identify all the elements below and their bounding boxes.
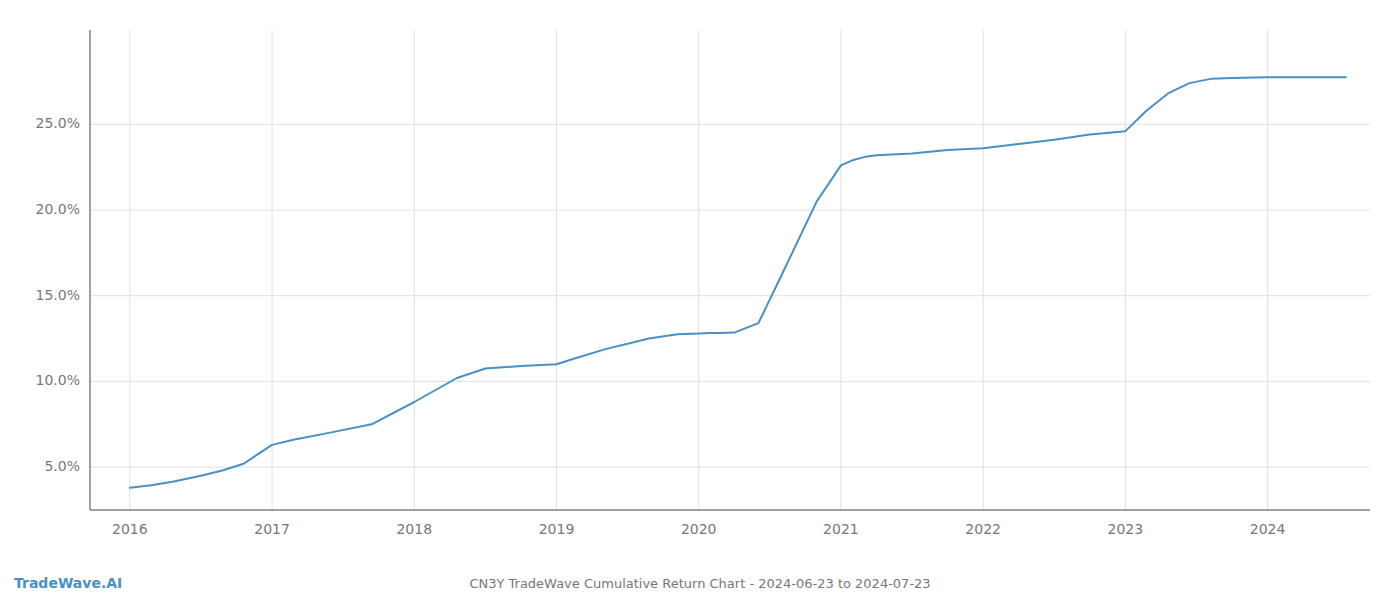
y-tick-label: 10.0%	[36, 372, 80, 388]
x-grid-line	[272, 30, 273, 510]
x-tick-labels: 2016 2017 2018 2019 2020 2021 2022 2023 2024	[112, 521, 1285, 537]
x-grid-line	[1125, 30, 1126, 510]
chart-title: CN3Y TradeWave Cumulative Return Chart -…	[469, 576, 930, 591]
background	[0, 0, 1400, 600]
y-tick-labels: 5.0% 10.0% 15.0% 20.0% 25.0%	[36, 115, 80, 474]
y-tick-label: 20.0%	[36, 201, 80, 217]
y-grid-line	[90, 295, 1370, 296]
y-grid-line	[90, 467, 1370, 468]
y-tick-label: 25.0%	[36, 115, 80, 131]
y-grid-line	[90, 381, 1370, 382]
x-tick-label: 2020	[681, 521, 717, 537]
x-grid-line	[1267, 30, 1268, 510]
grid	[90, 30, 1370, 510]
data-line	[130, 77, 1346, 488]
x-grid-line	[129, 30, 130, 510]
y-tick-label: 5.0%	[44, 458, 80, 474]
x-tick-label: 2024	[1250, 521, 1286, 537]
x-tick-label: 2019	[539, 521, 575, 537]
y-grid-line	[90, 210, 1370, 211]
plot-area	[130, 77, 1346, 488]
x-tick-label: 2016	[112, 521, 148, 537]
x-grid-line	[414, 30, 415, 510]
x-tick-label: 2023	[1108, 521, 1144, 537]
y-grid-line	[90, 124, 1370, 125]
chart-container: 2016 2017 2018 2019 2020 2021 2022 2023 2024 5.0%…	[0, 0, 1400, 600]
x-grid-line	[698, 30, 699, 510]
y-tick-label: 15.0%	[36, 287, 80, 303]
y-axis-line	[90, 30, 91, 510]
x-tick-label: 2017	[254, 521, 290, 537]
x-grid-line	[840, 30, 841, 510]
watermark: TradeWave.AI	[14, 575, 122, 591]
x-grid-line	[556, 30, 557, 510]
x-axis-line	[90, 510, 1370, 511]
x-tick-label: 2021	[823, 521, 859, 537]
x-grid-line	[983, 30, 984, 510]
x-tick-label: 2018	[396, 521, 432, 537]
chart-svg: 2016 2017 2018 2019 2020 2021 2022 2023 2024 5.0%…	[0, 0, 1400, 600]
x-tick-label: 2022	[965, 521, 1001, 537]
